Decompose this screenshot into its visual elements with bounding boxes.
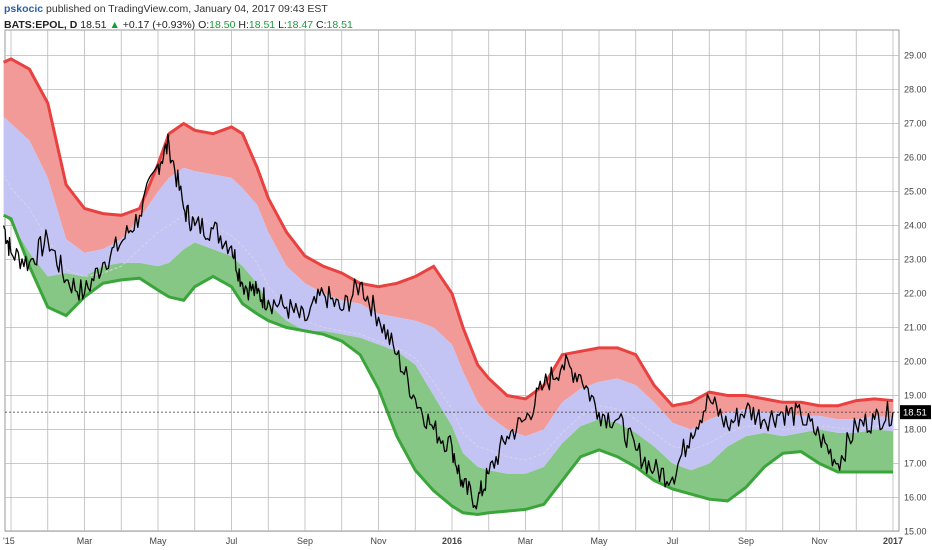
symbol-label: BATS:EPOL, D [4,19,78,31]
high-value: 18.51 [248,19,276,31]
x-tick-label: Jul [226,536,238,546]
middle-band-fill [3,116,894,474]
y-tick-label: 21.00 [904,323,927,333]
y-tick-label: 27.00 [904,119,927,129]
y-tick-label: 24.00 [904,221,927,231]
x-tick-label: May [149,536,167,546]
low-value: 18.47 [286,19,314,31]
quote-bar: BATS:EPOL, D 18.51 ▲ +0.17 (+0.93%) O:18… [4,18,353,32]
lower-band-fill [3,215,894,515]
price-change: +0.17 (+0.93%) [122,19,196,31]
y-tick-label: 17.00 [904,459,927,469]
price-series [2,133,894,510]
close-value: 18.51 [326,19,353,31]
x-tick-label: Sep [297,536,313,546]
y-tick-label: 20.00 [904,357,927,367]
open-label: O: [198,19,210,31]
close-label: C: [316,19,327,31]
y-tick-label: 26.00 [904,153,927,163]
upper-band-fill [3,58,894,437]
high-label: H: [238,19,249,31]
open-value: 18.50 [209,19,236,31]
x-tick-label: May [590,536,608,546]
x-tick-label: Nov [370,536,387,546]
x-tick-label: '15 [3,536,15,546]
x-tick-label: Nov [811,536,828,546]
last-price-label: 18.51 [903,408,927,419]
x-axis[interactable]: '15 Mar May Jul Sep Nov 2016 Mar May Jul Sep Nov 201… [3,536,903,546]
x-tick-label: Mar [518,536,534,546]
x-tick-label: Jul [667,536,679,546]
y-tick-label: 25.00 [904,187,927,197]
low-label: L: [278,19,287,31]
publish-header: pskocic published on TradingView.com, Ja… [4,2,328,17]
y-tick-label: 22.00 [904,289,927,299]
up-arrow-icon: ▲ [109,19,120,31]
x-tick-label: 2017 [883,536,903,546]
y-tick-label: 29.00 [904,51,927,61]
last-price-badge [900,405,931,420]
y-tick-label: 18.00 [904,425,927,435]
upper-band-line [2,57,894,408]
envelope-bands [2,57,894,517]
y-tick-label: 28.00 [904,85,927,95]
x-tick-label: Mar [77,536,93,546]
y-tick-label: 19.00 [904,391,927,401]
x-tick-label: Sep [738,536,754,546]
basis-line [3,174,894,461]
y-tick-label: 23.00 [904,255,927,265]
x-tick-label: 2016 [442,536,462,546]
price-line [2,133,894,510]
author-name[interactable]: pskocic [4,3,44,15]
y-tick-label: 15.00 [904,527,927,537]
y-axis[interactable]: 15.00 16.00 17.00 18.00 19.00 20.00 21.00 22.00… [900,51,931,537]
last-price: 18.51 [80,19,107,31]
lower-band-line [2,213,893,517]
y-tick-label: 16.00 [904,493,927,503]
published-text: published on TradingView.com, January 04… [46,3,328,15]
